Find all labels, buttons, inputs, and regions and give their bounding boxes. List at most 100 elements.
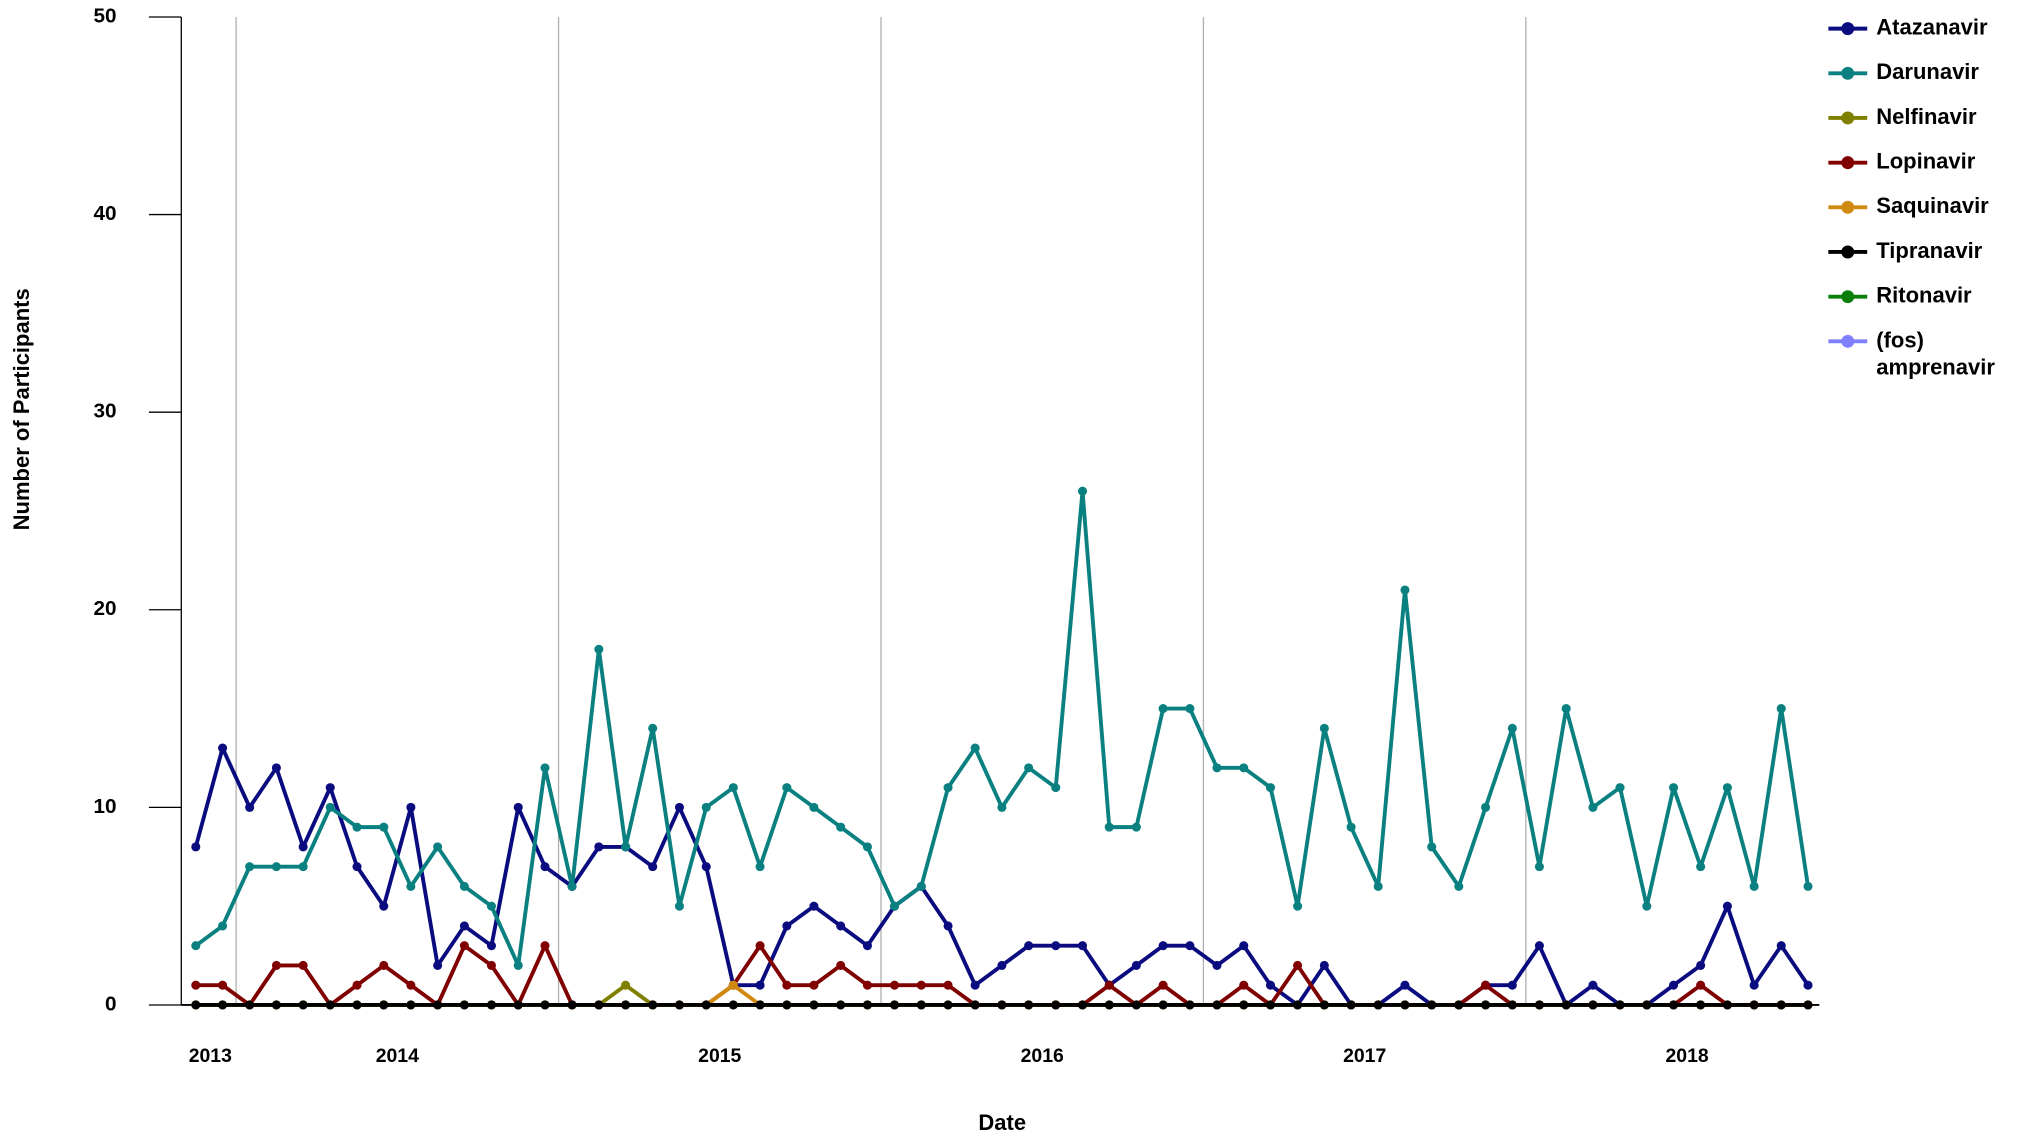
data-point [1400,585,1410,595]
data-point [943,980,953,990]
data-point [513,802,523,812]
data-point [862,1000,872,1010]
y-tick-label: 20 [94,597,117,620]
data-point [1776,1000,1786,1010]
data-point [1776,704,1786,714]
data-point [1561,1000,1571,1010]
data-point [1642,1000,1652,1010]
data-point [1803,980,1813,990]
series-line [194,489,1810,968]
data-point [755,1000,765,1010]
data-point [325,1000,335,1010]
x-tick-label: 2015 [698,1045,741,1067]
data-point [1534,862,1544,872]
data-point [1265,783,1276,793]
data-point [325,783,335,793]
data-point [782,921,792,931]
data-point [1239,941,1249,951]
data-point [782,1000,792,1010]
data-point [1131,960,1141,970]
data-point [352,1000,362,1010]
data-point [379,1000,389,1010]
data-point [943,921,953,931]
data-point [1212,960,1222,970]
data-point [459,921,469,931]
data-point [621,980,631,990]
data-point [271,1000,281,1010]
data-point [674,802,684,812]
data-point [567,1000,577,1010]
data-point [1319,960,1329,970]
data-point [916,980,926,990]
data-point [271,763,281,773]
data-point [1158,704,1168,714]
data-point [648,862,658,872]
x-tick-label: 2017 [1343,1045,1386,1067]
data-point [836,1000,846,1010]
x-tick-label: 2018 [1666,1045,1709,1067]
data-point [1024,763,1034,773]
data-point [1185,704,1195,714]
data-point [674,1000,684,1010]
data-point [997,802,1007,812]
data-point [406,1000,416,1010]
data-point [1696,960,1706,970]
data-point [1588,802,1598,812]
data-point [1024,941,1034,951]
x-axis-title: Date [978,1110,1026,1132]
data-point [1185,941,1195,951]
data-point [379,901,389,911]
data-point [1239,980,1249,990]
data-point [621,842,631,852]
data-point [1561,704,1571,714]
data-point [191,941,201,951]
data-point [1722,1000,1732,1010]
data-point [1669,980,1679,990]
data-point [862,941,872,951]
data-point [1212,763,1222,773]
data-point [701,1000,711,1010]
data-point [486,901,497,911]
data-point [1077,486,1088,496]
data-point [836,822,846,832]
data-point [406,881,416,891]
legend-marker [1841,334,1855,348]
legend-marker [1841,245,1855,259]
data-point [540,763,550,773]
data-point [1481,802,1491,812]
series [191,486,1813,970]
data-point [379,822,389,832]
data-point [997,960,1007,970]
data-point [1427,842,1437,852]
data-point [755,862,765,872]
data-point [809,802,819,812]
data-point [1507,980,1517,990]
legend-label: Atazanavir [1876,14,1988,39]
data-point [352,980,362,990]
data-point [1077,941,1088,951]
data-point [352,862,362,872]
data-point [594,842,604,852]
data-point [486,960,497,970]
data-point [1104,1000,1114,1010]
data-point [970,1000,980,1010]
data-point [298,1000,308,1010]
legend-label: Nelfinavir [1876,104,1977,129]
series [191,743,1813,1010]
legend-marker [1841,111,1855,125]
data-point [1427,1000,1437,1010]
data-point [1400,1000,1410,1010]
data-point [1481,980,1491,990]
legend-label: (fos) amprenavir [1876,327,1995,379]
data-point [218,921,228,931]
data-point [1400,980,1410,990]
data-point [433,1000,443,1010]
data-point [191,842,201,852]
data-point [1319,723,1329,733]
data-point [1507,723,1517,733]
data-point [621,1000,631,1010]
data-point [218,1000,228,1010]
data-point [433,842,443,852]
data-point [1293,901,1303,911]
data-point [459,941,469,951]
